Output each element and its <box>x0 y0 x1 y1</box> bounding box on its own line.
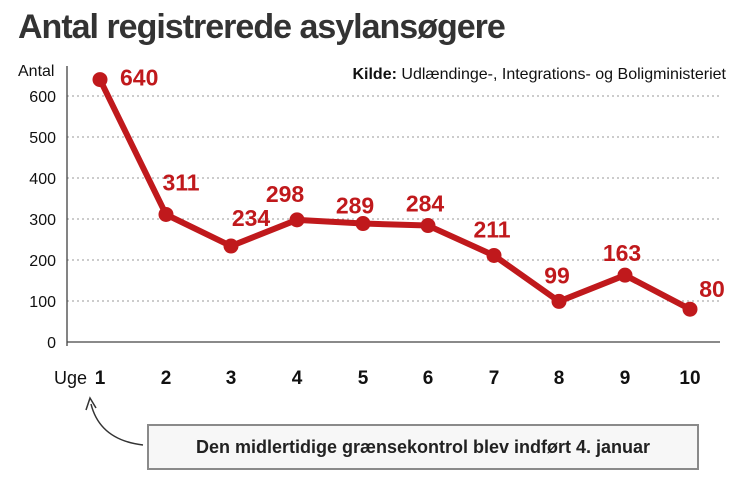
y-tick-labels: 0 100 200 300 400 500 600 <box>29 89 56 352</box>
y-axis <box>66 66 720 346</box>
x-tick-label: 6 <box>423 368 434 389</box>
y-tick-label: 300 <box>29 212 56 229</box>
data-point <box>223 238 239 254</box>
x-tick-label: 3 <box>226 368 237 389</box>
x-tick-label: 7 <box>489 368 500 389</box>
y-axis-label: Antal <box>18 63 54 80</box>
source-label: Kilde: <box>352 66 397 83</box>
data-label: 289 <box>336 193 374 219</box>
data-points <box>92 72 698 317</box>
data-point <box>486 247 502 263</box>
data-point <box>92 72 108 88</box>
data-label: 284 <box>406 191 445 217</box>
data-label: 80 <box>699 276 725 302</box>
data-point <box>617 267 633 283</box>
data-label: 311 <box>162 169 199 195</box>
annotation-arrow <box>90 403 144 446</box>
data-point <box>158 206 174 222</box>
annotation-arrowhead <box>85 396 97 411</box>
series-line <box>97 76 693 313</box>
x-axis-label: Uge <box>54 368 87 388</box>
data-point <box>551 293 567 309</box>
data-label: 234 <box>232 205 271 231</box>
y-tick-label: 0 <box>47 335 56 352</box>
x-tick-label: 5 <box>358 368 369 389</box>
data-label: 211 <box>473 216 510 242</box>
x-tick-label: 1 <box>95 368 106 389</box>
x-tick-label: 10 <box>679 368 700 389</box>
data-point <box>289 212 305 228</box>
x-tick-label: 2 <box>161 368 172 389</box>
data-point <box>355 216 371 232</box>
chart-title: Antal registrerede asylansøgere <box>18 8 506 46</box>
x-tick-label: 4 <box>292 368 303 389</box>
y-tick-label: 400 <box>29 171 56 188</box>
data-label: 640 <box>120 65 158 91</box>
data-label: 99 <box>544 262 570 288</box>
y-tick-label: 100 <box>29 294 56 311</box>
gridlines <box>67 95 720 302</box>
y-tick-label: 600 <box>29 89 56 106</box>
source-text: Udlændinge-, Integrations- og Boligminis… <box>401 66 726 83</box>
annotation-text: Den midlertidige grænsekontrol blev indf… <box>195 436 651 457</box>
data-point <box>420 218 436 234</box>
source-note: Kilde: Udlændinge-, Integrations- og Bol… <box>352 66 726 84</box>
data-label: 163 <box>603 240 641 266</box>
y-tick-label: 200 <box>29 253 56 270</box>
y-tick-label: 500 <box>29 130 56 147</box>
x-tick-labels: 1 2 3 4 5 6 7 8 9 10 <box>95 368 701 389</box>
x-tick-label: 8 <box>554 368 565 389</box>
annotation-box: Den midlertidige grænsekontrol blev indf… <box>147 424 699 470</box>
data-label: 298 <box>266 181 305 207</box>
data-point <box>682 301 698 317</box>
x-tick-label: 9 <box>620 368 631 389</box>
